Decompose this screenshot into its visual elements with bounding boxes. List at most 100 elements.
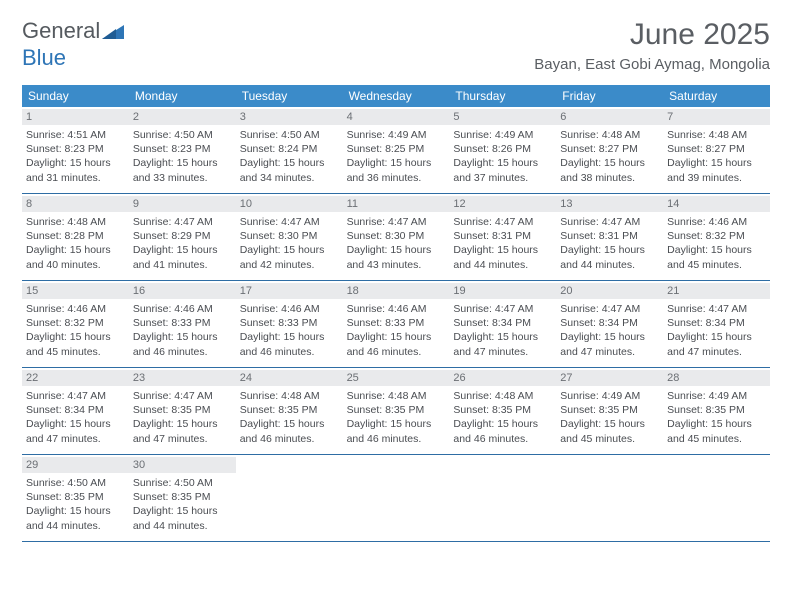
day2-text: and 38 minutes. xyxy=(560,171,659,185)
day-cell xyxy=(236,455,343,541)
day-cell: 19Sunrise: 4:47 AMSunset: 8:34 PMDayligh… xyxy=(449,281,556,367)
day-number: 6 xyxy=(556,109,663,125)
day-cell xyxy=(663,455,770,541)
day-cell: 18Sunrise: 4:46 AMSunset: 8:33 PMDayligh… xyxy=(343,281,450,367)
day1-text: Daylight: 15 hours xyxy=(560,156,659,170)
day2-text: and 39 minutes. xyxy=(667,171,766,185)
sunset-text: Sunset: 8:27 PM xyxy=(667,142,766,156)
dow-monday: Monday xyxy=(129,85,236,107)
day-cell: 17Sunrise: 4:46 AMSunset: 8:33 PMDayligh… xyxy=(236,281,343,367)
day-cell: 14Sunrise: 4:46 AMSunset: 8:32 PMDayligh… xyxy=(663,194,770,280)
sunset-text: Sunset: 8:34 PM xyxy=(26,403,125,417)
day1-text: Daylight: 15 hours xyxy=(26,243,125,257)
header: GeneralBlue June 2025 Bayan, East Gobi A… xyxy=(22,18,770,73)
day2-text: and 47 minutes. xyxy=(26,432,125,446)
day-number: 3 xyxy=(236,109,343,125)
day-cell: 7Sunrise: 4:48 AMSunset: 8:27 PMDaylight… xyxy=(663,107,770,193)
sunrise-text: Sunrise: 4:50 AM xyxy=(133,476,232,490)
day1-text: Daylight: 15 hours xyxy=(667,417,766,431)
sunset-text: Sunset: 8:33 PM xyxy=(347,316,446,330)
day2-text: and 46 minutes. xyxy=(347,345,446,359)
day-cell: 8Sunrise: 4:48 AMSunset: 8:28 PMDaylight… xyxy=(22,194,129,280)
day1-text: Daylight: 15 hours xyxy=(453,156,552,170)
day2-text: and 44 minutes. xyxy=(453,258,552,272)
day1-text: Daylight: 15 hours xyxy=(347,156,446,170)
sunset-text: Sunset: 8:28 PM xyxy=(26,229,125,243)
sunrise-text: Sunrise: 4:46 AM xyxy=(133,302,232,316)
sunrise-text: Sunrise: 4:47 AM xyxy=(560,215,659,229)
day2-text: and 44 minutes. xyxy=(133,519,232,533)
day-number: 30 xyxy=(129,457,236,473)
sunset-text: Sunset: 8:30 PM xyxy=(240,229,339,243)
sunset-text: Sunset: 8:23 PM xyxy=(26,142,125,156)
day-cell: 12Sunrise: 4:47 AMSunset: 8:31 PMDayligh… xyxy=(449,194,556,280)
sunrise-text: Sunrise: 4:49 AM xyxy=(347,128,446,142)
week-row: 15Sunrise: 4:46 AMSunset: 8:32 PMDayligh… xyxy=(22,281,770,368)
sunrise-text: Sunrise: 4:46 AM xyxy=(347,302,446,316)
day1-text: Daylight: 15 hours xyxy=(453,417,552,431)
day-number: 8 xyxy=(22,196,129,212)
weeks-container: 1Sunrise: 4:51 AMSunset: 8:23 PMDaylight… xyxy=(22,107,770,542)
day-cell: 13Sunrise: 4:47 AMSunset: 8:31 PMDayligh… xyxy=(556,194,663,280)
sunset-text: Sunset: 8:31 PM xyxy=(453,229,552,243)
day1-text: Daylight: 15 hours xyxy=(347,243,446,257)
day-number: 12 xyxy=(449,196,556,212)
sunrise-text: Sunrise: 4:51 AM xyxy=(26,128,125,142)
week-row: 22Sunrise: 4:47 AMSunset: 8:34 PMDayligh… xyxy=(22,368,770,455)
brand-text: GeneralBlue xyxy=(22,18,124,71)
day2-text: and 46 minutes. xyxy=(133,345,232,359)
day-cell: 6Sunrise: 4:48 AMSunset: 8:27 PMDaylight… xyxy=(556,107,663,193)
day-cell: 28Sunrise: 4:49 AMSunset: 8:35 PMDayligh… xyxy=(663,368,770,454)
sunset-text: Sunset: 8:34 PM xyxy=(667,316,766,330)
day-number: 7 xyxy=(663,109,770,125)
day-cell: 5Sunrise: 4:49 AMSunset: 8:26 PMDaylight… xyxy=(449,107,556,193)
sunset-text: Sunset: 8:27 PM xyxy=(560,142,659,156)
sunset-text: Sunset: 8:30 PM xyxy=(347,229,446,243)
day1-text: Daylight: 15 hours xyxy=(26,156,125,170)
sunset-text: Sunset: 8:31 PM xyxy=(560,229,659,243)
day-cell: 10Sunrise: 4:47 AMSunset: 8:30 PMDayligh… xyxy=(236,194,343,280)
day1-text: Daylight: 15 hours xyxy=(26,330,125,344)
sunset-text: Sunset: 8:35 PM xyxy=(667,403,766,417)
day-cell: 20Sunrise: 4:47 AMSunset: 8:34 PMDayligh… xyxy=(556,281,663,367)
day1-text: Daylight: 15 hours xyxy=(667,156,766,170)
day-number: 25 xyxy=(343,370,450,386)
day2-text: and 44 minutes. xyxy=(560,258,659,272)
location-text: Bayan, East Gobi Aymag, Mongolia xyxy=(534,56,770,73)
sunrise-text: Sunrise: 4:46 AM xyxy=(26,302,125,316)
day1-text: Daylight: 15 hours xyxy=(240,243,339,257)
day2-text: and 46 minutes. xyxy=(240,432,339,446)
sunrise-text: Sunrise: 4:50 AM xyxy=(26,476,125,490)
day1-text: Daylight: 15 hours xyxy=(667,330,766,344)
day-cell: 27Sunrise: 4:49 AMSunset: 8:35 PMDayligh… xyxy=(556,368,663,454)
sunrise-text: Sunrise: 4:47 AM xyxy=(26,389,125,403)
day1-text: Daylight: 15 hours xyxy=(560,330,659,344)
day2-text: and 36 minutes. xyxy=(347,171,446,185)
day1-text: Daylight: 15 hours xyxy=(26,504,125,518)
day1-text: Daylight: 15 hours xyxy=(133,504,232,518)
day-number: 24 xyxy=(236,370,343,386)
day-number: 9 xyxy=(129,196,236,212)
brand-logo: GeneralBlue xyxy=(22,18,124,71)
sunset-text: Sunset: 8:35 PM xyxy=(347,403,446,417)
sunset-text: Sunset: 8:32 PM xyxy=(26,316,125,330)
dow-wednesday: Wednesday xyxy=(343,85,450,107)
sunset-text: Sunset: 8:35 PM xyxy=(133,490,232,504)
sunset-text: Sunset: 8:35 PM xyxy=(560,403,659,417)
day2-text: and 40 minutes. xyxy=(26,258,125,272)
sunset-text: Sunset: 8:34 PM xyxy=(560,316,659,330)
sunrise-text: Sunrise: 4:47 AM xyxy=(240,215,339,229)
day2-text: and 43 minutes. xyxy=(347,258,446,272)
day1-text: Daylight: 15 hours xyxy=(560,243,659,257)
day-cell: 29Sunrise: 4:50 AMSunset: 8:35 PMDayligh… xyxy=(22,455,129,541)
day2-text: and 46 minutes. xyxy=(240,345,339,359)
sunrise-text: Sunrise: 4:48 AM xyxy=(347,389,446,403)
day-cell: 3Sunrise: 4:50 AMSunset: 8:24 PMDaylight… xyxy=(236,107,343,193)
sunrise-text: Sunrise: 4:47 AM xyxy=(560,302,659,316)
day1-text: Daylight: 15 hours xyxy=(26,417,125,431)
week-row: 29Sunrise: 4:50 AMSunset: 8:35 PMDayligh… xyxy=(22,455,770,542)
day-cell: 4Sunrise: 4:49 AMSunset: 8:25 PMDaylight… xyxy=(343,107,450,193)
day-cell: 16Sunrise: 4:46 AMSunset: 8:33 PMDayligh… xyxy=(129,281,236,367)
sunrise-text: Sunrise: 4:50 AM xyxy=(240,128,339,142)
sunrise-text: Sunrise: 4:49 AM xyxy=(453,128,552,142)
